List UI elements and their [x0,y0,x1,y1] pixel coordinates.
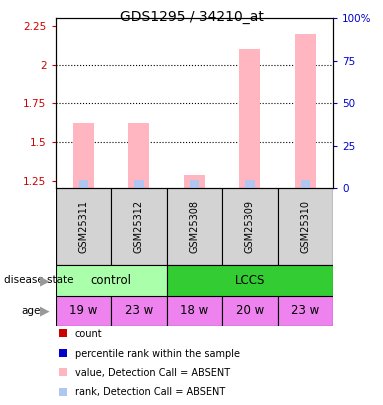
Bar [167,296,222,326]
Bar [73,124,94,188]
Bar [56,188,111,265]
Bar [222,296,278,326]
Text: LCCS: LCCS [235,274,265,287]
Bar [278,188,333,265]
Bar [56,265,167,296]
Bar [222,188,278,265]
Bar [190,180,199,188]
Bar [128,124,149,188]
Bar [167,188,222,265]
Bar [239,49,260,188]
Text: disease state: disease state [4,275,73,286]
Text: GSM25312: GSM25312 [134,200,144,254]
Text: 18 w: 18 w [180,304,208,318]
Bar [59,368,67,376]
Bar [184,175,205,188]
Text: control: control [90,274,132,287]
Text: ▶: ▶ [40,274,50,287]
Text: rank, Detection Call = ABSENT: rank, Detection Call = ABSENT [75,388,225,397]
Bar [301,180,310,188]
Bar [59,349,67,357]
Text: GSM25309: GSM25309 [245,200,255,253]
Text: 23 w: 23 w [125,304,153,318]
Text: GSM25311: GSM25311 [78,200,88,253]
Text: GSM25308: GSM25308 [189,200,200,253]
Bar [79,180,88,188]
Bar [167,265,333,296]
Bar [111,188,167,265]
Text: 23 w: 23 w [291,304,319,318]
Text: GSM25310: GSM25310 [300,200,311,253]
Text: GDS1295 / 34210_at: GDS1295 / 34210_at [119,10,264,24]
Bar [278,296,333,326]
Text: ▶: ▶ [40,304,50,318]
Bar [245,180,255,188]
Bar [59,388,67,396]
Text: count: count [75,329,102,339]
Bar [111,296,167,326]
Text: 19 w: 19 w [69,304,98,318]
Bar [59,329,67,337]
Text: 20 w: 20 w [236,304,264,318]
Text: value, Detection Call = ABSENT: value, Detection Call = ABSENT [75,368,230,378]
Bar [56,296,111,326]
Bar [134,180,144,188]
Bar [295,34,316,188]
Text: age: age [21,306,41,316]
Text: percentile rank within the sample: percentile rank within the sample [75,349,240,358]
